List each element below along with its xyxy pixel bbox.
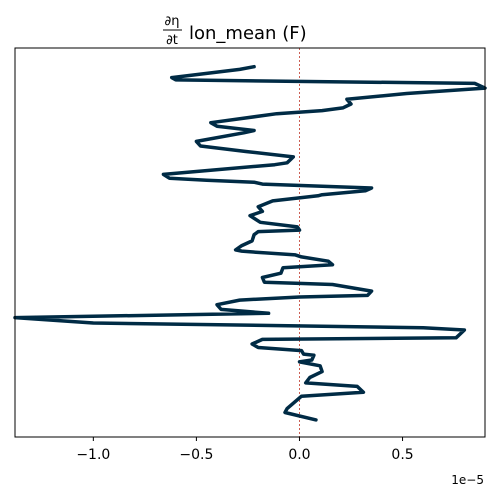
title-denominator: ∂t [166,33,178,48]
x-axis-ticks: −1.0 −0.5 0.0 0.5 [76,437,414,463]
x-tick-label: −1.0 [76,447,110,463]
x-tick-label: −0.5 [179,447,213,463]
title-text: lon_mean (F) [189,23,307,44]
chart-title-group: ∂η ∂t lon_mean (F) [163,14,307,48]
title-numerator: ∂η [165,14,180,29]
x-tick-label: 0.5 [391,447,413,463]
x-axis-offset-label: 1e−5 [451,473,484,487]
axes-frame [14,47,486,438]
plot-area [13,47,487,438]
series-line-0 [13,64,487,422]
x-tick-label: 0.0 [288,447,310,463]
